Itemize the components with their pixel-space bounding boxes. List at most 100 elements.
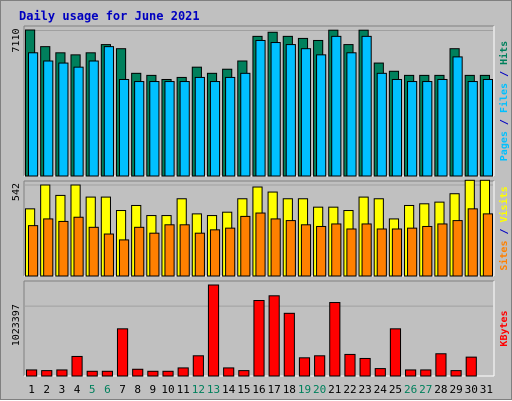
ylabel-visits: Sites / Visits: [498, 186, 510, 270]
x-tick-label-4: 4: [74, 383, 81, 396]
bar-kbytes-kbytes-24: [374, 368, 386, 377]
bar-kbytes-kbytes-15: [238, 370, 250, 377]
bar-visits-sites-17: [270, 218, 281, 277]
ylabel-part: Pages: [499, 131, 510, 161]
x-tick-label-20: 20: [313, 383, 326, 396]
bar-visits-sites-14: [225, 227, 236, 277]
x-tick-label-26: 26: [404, 383, 417, 396]
bar-traffic-files-6: [103, 46, 114, 177]
bar-traffic-files-23: [361, 35, 372, 177]
x-tick-label-25: 25: [389, 383, 402, 396]
ymax-label-traffic: 7110: [11, 29, 22, 53]
bar-kbytes-kbytes-19: [298, 357, 311, 377]
x-tick-label-29: 29: [449, 383, 462, 396]
bar-visits-sites-30: [467, 208, 478, 277]
bar-traffic-files-10: [164, 81, 175, 177]
bar-visits-sites-25: [391, 228, 403, 277]
bar-kbytes-kbytes-3: [56, 369, 68, 377]
bar-visits-sites-16: [255, 212, 266, 277]
bar-kbytes-kbytes-25: [389, 328, 402, 377]
bar-traffic-files-15: [240, 72, 251, 177]
x-tick-label-5: 5: [89, 383, 96, 396]
bar-visits-sites-4: [73, 216, 84, 277]
bar-traffic-files-31: [482, 78, 494, 177]
bar-traffic-files-27: [422, 81, 433, 177]
bar-traffic-files-29: [452, 56, 463, 177]
bar-visits-sites-26: [407, 227, 418, 277]
bar-kbytes-kbytes-7: [116, 328, 129, 377]
ylabel-part: Sites: [498, 241, 510, 271]
ymax-label-visits: 542: [11, 183, 22, 201]
x-tick-label-8: 8: [134, 383, 141, 396]
bar-traffic-files-21: [331, 35, 342, 177]
bar-visits-sites-9: [149, 232, 160, 277]
bar-traffic-files-17: [270, 42, 281, 177]
bar-kbytes-kbytes-28: [435, 353, 447, 377]
bar-traffic-files-4: [73, 66, 84, 177]
bar-visits-sites-12: [194, 232, 205, 277]
bar-visits-sites-21: [331, 223, 342, 277]
bar-kbytes-kbytes-1: [26, 369, 38, 377]
bar-visits-sites-10: [164, 224, 175, 277]
bar-kbytes-kbytes-22: [344, 353, 356, 377]
bar-kbytes-kbytes-21: [329, 302, 341, 377]
x-tick-label-16: 16: [252, 383, 265, 396]
x-tick-label-21: 21: [328, 383, 341, 396]
bar-visits-sites-11: [179, 224, 190, 277]
panel-traffic: 7110 Pages / Files / Hits: [11, 25, 510, 177]
bar-kbytes-kbytes-27: [420, 369, 432, 377]
bar-traffic-files-1: [28, 52, 39, 177]
bar-traffic-files-30: [467, 81, 478, 177]
x-tick-label-23: 23: [359, 383, 372, 396]
bar-kbytes-kbytes-2: [41, 370, 53, 377]
bar-traffic-files-24: [376, 72, 387, 177]
x-tick-label-13: 13: [207, 383, 220, 396]
bar-traffic-files-2: [43, 60, 54, 177]
ylabel-kbytes: KBytes: [499, 310, 510, 346]
x-tick-label-14: 14: [222, 383, 236, 396]
bar-visits-sites-29: [452, 220, 463, 277]
x-tick-label-1: 1: [28, 383, 35, 396]
ylabel-traffic: Pages / Files / Hits: [498, 41, 510, 161]
bar-visits-sites-19: [300, 224, 312, 277]
x-tick-label-3: 3: [59, 383, 66, 396]
x-axis: 1 2 3 4 5 6 7 8 9 10 11 12 13 14 15 16 17 18 19 20 21 22 23 24 2…: [28, 383, 493, 396]
bar-visits-sites-2: [43, 218, 54, 277]
bar-traffic-files-13: [209, 81, 221, 177]
bar-kbytes-kbytes-29: [450, 370, 462, 377]
x-tick-label-12: 12: [192, 383, 205, 396]
bar-kbytes-kbytes-12: [192, 355, 204, 377]
bar-visits-sites-3: [58, 220, 69, 277]
x-tick-label-22: 22: [343, 383, 356, 396]
x-tick-label-7: 7: [119, 383, 126, 396]
panel-visits: 542 Sites / Visits: [11, 179, 510, 277]
bar-traffic-files-20: [316, 54, 327, 177]
bar-kbytes-kbytes-26: [405, 369, 417, 377]
bar-visits-sites-28: [437, 223, 448, 277]
bar-kbytes-kbytes-4: [71, 355, 83, 377]
x-tick-label-31: 31: [480, 383, 493, 396]
bar-visits-sites-18: [285, 220, 296, 277]
bar-visits-sites-24: [376, 228, 387, 277]
bar-kbytes-kbytes-30: [465, 356, 477, 377]
bar-kbytes-kbytes-18: [283, 312, 295, 377]
ylabel-part: Visits: [498, 186, 510, 222]
bar-kbytes-kbytes-14: [223, 367, 235, 377]
bar-kbytes-kbytes-20: [314, 355, 326, 377]
ylabel-part: Hits: [498, 41, 510, 65]
x-tick-label-11: 11: [177, 383, 190, 396]
x-tick-label-2: 2: [43, 383, 50, 396]
x-tick-label-17: 17: [268, 383, 281, 396]
ylabel-part: KBytes: [499, 310, 510, 346]
bar-kbytes-kbytes-17: [268, 295, 280, 377]
x-tick-label-15: 15: [237, 383, 250, 396]
chart-title: Daily usage for June 2021: [19, 9, 200, 23]
x-tick-label-27: 27: [419, 383, 432, 396]
bar-traffic-files-11: [179, 81, 190, 177]
bar-traffic-files-28: [437, 78, 448, 177]
x-tick-label-19: 19: [298, 383, 311, 396]
x-tick-label-24: 24: [374, 383, 388, 396]
ylabel-part: /: [499, 222, 510, 240]
